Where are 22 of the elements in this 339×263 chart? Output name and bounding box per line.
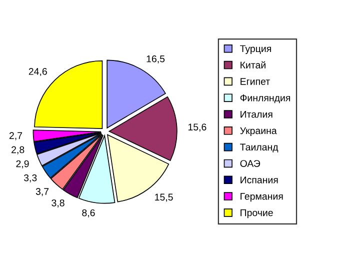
- legend-label: Прочие: [240, 209, 273, 218]
- legend-label: Турция: [240, 45, 271, 54]
- legend-label: Испания: [240, 176, 278, 184]
- legend-label: Финляндия: [240, 94, 290, 104]
- data-label: 3,7: [36, 188, 49, 196]
- data-label: 3,3: [24, 174, 37, 182]
- legend-label: Германия: [240, 192, 283, 202]
- legend-label: Китай: [240, 61, 266, 69]
- data-label: 3,8: [52, 199, 64, 208]
- legend-label: Украина: [240, 127, 277, 136]
- data-label: 2,8: [12, 146, 24, 154]
- data-label: 2,7: [9, 132, 22, 140]
- data-label: 2,9: [16, 160, 29, 168]
- legend-label: Египет: [240, 78, 270, 85]
- data-label: 16,5: [146, 55, 165, 64]
- data-label: 8,6: [82, 209, 95, 218]
- data-label: 24,6: [28, 68, 47, 76]
- data-label: 15,5: [155, 194, 173, 202]
- legend-label: Италия: [240, 110, 272, 118]
- legend-label: ОАЭ: [240, 160, 260, 167]
- legend-label: Таиланд: [240, 144, 278, 152]
- data-label: 15,6: [188, 124, 206, 132]
